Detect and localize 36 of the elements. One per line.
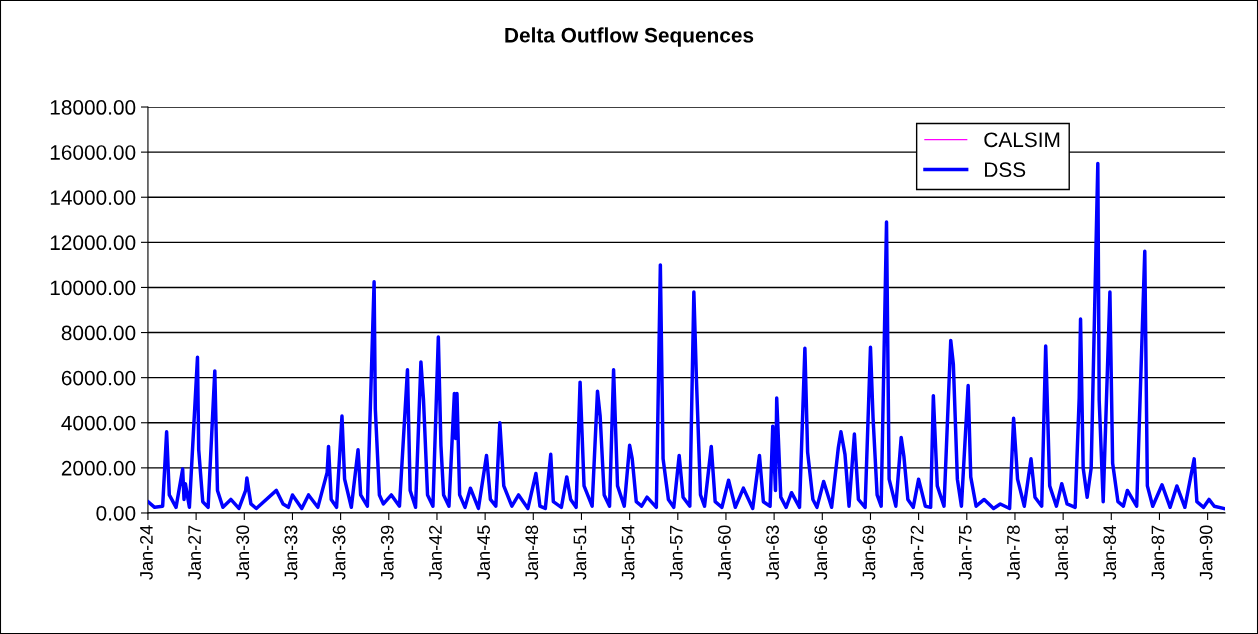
y-tick-label: 8000.00: [61, 325, 136, 341]
legend-label: DSS: [985, 162, 1026, 177]
x-tick-label: Jan-27: [188, 525, 201, 580]
x-tick-label: Jan-87: [1151, 525, 1165, 580]
x-tick-label: Jan-63: [766, 525, 779, 580]
y-tick-label: 2000.00: [61, 460, 136, 476]
x-tick-label: Jan-24: [140, 525, 153, 580]
x-tick-label: Jan-54: [621, 525, 635, 580]
y-tick-label: 14000.00: [50, 190, 136, 205]
y-tick-label: 0.00: [96, 505, 136, 521]
x-tick-label: Jan-66: [814, 525, 828, 580]
x-tick-label: Jan-84: [1103, 525, 1117, 580]
x-tick-label: Jan-57: [670, 525, 683, 580]
x-tick-label: Jan-39: [380, 525, 394, 580]
x-tick-label: Jan-81: [1055, 525, 1068, 580]
x-tick-label: Jan-48: [525, 525, 539, 580]
x-tick-label: Jan-75: [959, 525, 972, 580]
chart-title: Delta Outflow Sequences: [505, 27, 754, 47]
x-tick-label: Jan-30: [236, 525, 250, 580]
y-tick-label: 4000.00: [61, 415, 136, 431]
y-tick-label: 16000.00: [50, 145, 136, 160]
x-tick-label: Jan-60: [718, 525, 731, 580]
x-tick-label: Jan-72: [910, 525, 924, 580]
x-tick-label: Jan-42: [429, 525, 442, 580]
x-tick-label: Jan-69: [862, 525, 876, 580]
legend-label: CALSIM: [984, 132, 1060, 148]
y-tick-label: 18000.00: [50, 100, 136, 115]
y-tick-label: 12000.00: [50, 235, 136, 251]
y-tick-label: 10000.00: [50, 280, 136, 296]
x-tick-label: Jan-36: [332, 525, 346, 580]
x-tick-label: Jan-45: [477, 525, 490, 580]
x-tick-label: Jan-90: [1199, 525, 1213, 580]
x-tick-label: Jan-78: [1007, 525, 1020, 580]
y-tick-label: 6000.00: [61, 370, 136, 386]
x-tick-label: Jan-51: [573, 525, 587, 580]
x-tick-label: Jan-33: [284, 525, 298, 580]
